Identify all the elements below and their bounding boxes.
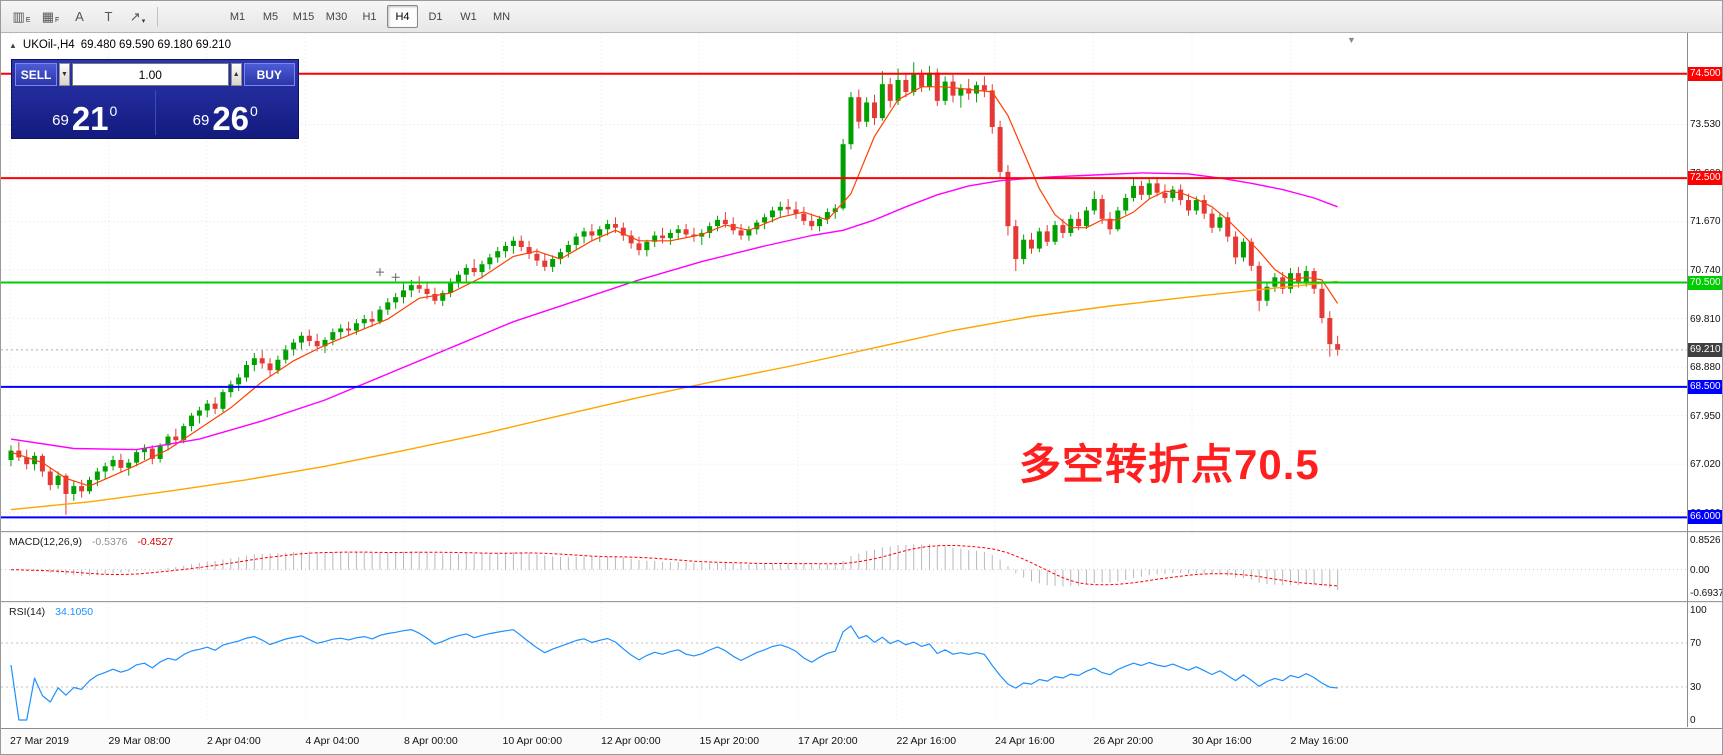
axis-label: 100 — [1690, 605, 1707, 616]
buy-price-prefix: 69 — [192, 112, 210, 129]
price-level-badge: 68.500 — [1688, 380, 1722, 394]
sell-price-big: 21 — [71, 99, 109, 137]
axis-label: 0 — [1690, 715, 1696, 726]
axis-label: 70 — [1690, 638, 1702, 649]
rsi-chart[interactable] — [1, 603, 1723, 727]
buy-price-sup: 0 — [250, 103, 258, 119]
price-level-badge: 66.000 — [1688, 510, 1722, 524]
price-axis: 73.53072.60071.67070.74069.81068.88067.9… — [1688, 1, 1723, 754]
timeframe-mn[interactable]: MN — [492, 10, 511, 23]
time-axis-label: 22 Apr 16:00 — [896, 735, 957, 747]
chart-shift-icon[interactable]: ▼ — [1347, 35, 1356, 45]
sell-price-prefix: 69 — [52, 112, 69, 129]
price-level-badge: 74.500 — [1688, 67, 1722, 81]
timeframe-w1[interactable]: W1 — [460, 10, 477, 23]
panel-separator[interactable] — [1, 601, 1722, 603]
timeframe-buttons: M1 M5 M15 M30 H1 H4 D1 W1 MN — [221, 5, 518, 28]
axis-label: 71.670 — [1690, 216, 1721, 227]
chart-window[interactable]: ▲ UKOil-,H4 69.480 69.590 69.180 69.210 … — [1, 33, 1723, 531]
price-level-badge: 70.500 — [1688, 276, 1722, 290]
toolbar-separator — [157, 6, 158, 27]
buy-button[interactable]: BUY — [243, 63, 295, 86]
chart-symbol-period: UKOil-,H4 — [22, 39, 75, 51]
price-divider — [154, 90, 156, 135]
axis-label: -0.6937 — [1690, 588, 1723, 599]
sell-button[interactable]: SELL — [15, 63, 58, 86]
toolbar: ▥ E ▦ F A T ↗ ▾ M1 M5 M15 M30 H1 H4 D1 W1 MN — [1, 1, 1722, 33]
volume-down-icon[interactable]: ▼ — [59, 63, 70, 86]
time-axis-label: 26 Apr 20:00 — [1093, 735, 1154, 747]
axis-label: 68.880 — [1690, 362, 1721, 373]
chart-annotation-text: 多空转折点70.5 — [1019, 441, 1320, 488]
timeframe-m5[interactable]: M5 — [262, 10, 279, 23]
macd-panel: MACD(12,26,9) -0.5376 -0.4527 — [1, 533, 1723, 601]
axis-label: 67.020 — [1690, 459, 1721, 470]
sell-price-sup: 0 — [109, 103, 118, 119]
axis-label: 30 — [1690, 682, 1702, 693]
one-click-collapse-icon[interactable]: ▲ — [9, 40, 17, 50]
axis-label: 0.8526 — [1690, 535, 1721, 546]
macd-name: MACD(12,26,9) — [9, 536, 82, 548]
macd-chart[interactable] — [1, 533, 1723, 601]
chart-ohlc-values: 69.480 69.590 69.180 69.210 — [80, 39, 231, 51]
timeframe-m1[interactable]: M1 — [229, 10, 246, 23]
axis-label: 73.530 — [1690, 119, 1721, 130]
rsi-label: RSI(14) 34.1050 — [9, 606, 93, 618]
text-frame-icon[interactable]: T — [104, 9, 113, 24]
rsi-value: 34.1050 — [55, 606, 94, 618]
macd-signal-value: -0.4527 — [137, 536, 174, 548]
sell-price-display[interactable]: 69 21 0 — [15, 88, 155, 137]
timeframe-m15[interactable]: M15 — [292, 10, 315, 23]
buy-price-big: 26 — [212, 99, 250, 137]
time-axis-label: 17 Apr 20:00 — [798, 735, 858, 747]
price-axis-border — [1687, 33, 1688, 727]
axis-label: 69.810 — [1690, 314, 1721, 325]
macd-label: MACD(12,26,9) -0.5376 -0.4527 — [9, 536, 173, 548]
time-axis-label: 10 Apr 00:00 — [502, 735, 563, 747]
time-axis-label: 2 May 16:00 — [1290, 735, 1349, 747]
toolbar-icons: ▥ E ▦ F A T ↗ ▾ — [7, 5, 152, 28]
one-click-trading-panel: SELL ▼ ▲ BUY 69 21 0 69 26 0 — [11, 59, 299, 139]
chart-template-icon[interactable]: ▥ E — [12, 8, 31, 25]
grid-icon[interactable]: ▦ F — [41, 8, 60, 25]
text-label-icon[interactable]: A — [75, 9, 84, 24]
time-axis-label: 30 Apr 16:00 — [1192, 735, 1252, 747]
time-axis-label: 2 Apr 04:00 — [207, 735, 261, 747]
time-axis-label: 8 Apr 00:00 — [404, 735, 458, 747]
chart-title: ▲ UKOil-,H4 69.480 69.590 69.180 69.210 — [9, 39, 231, 51]
time-axis: 27 Mar 2019 29 Mar 08:00 2 Apr 04:00 4 Apr … — [1, 728, 1722, 754]
drawing-tools-icon[interactable]: ↗ ▾ — [129, 8, 146, 25]
time-axis-label: 29 Mar 08:00 — [108, 735, 171, 747]
axis-label: 67.950 — [1690, 411, 1721, 422]
buy-price-display[interactable]: 69 26 0 — [156, 88, 296, 137]
timeframe-m30[interactable]: M30 — [325, 10, 348, 23]
axis-label: 70.740 — [1690, 265, 1721, 276]
time-axis-label: 27 Mar 2019 — [10, 735, 69, 747]
volume-up-icon[interactable]: ▲ — [230, 63, 242, 86]
time-axis-label: 12 Apr 00:00 — [601, 735, 661, 747]
candlestick-chart[interactable] — [1, 33, 1723, 531]
one-click-top-row: SELL ▼ ▲ BUY — [15, 63, 295, 86]
price-level-badge: 69.210 — [1688, 343, 1722, 357]
rsi-panel: RSI(14) 34.1050 — [1, 603, 1723, 727]
time-axis-label: 24 Apr 16:00 — [995, 735, 1055, 747]
price-level-badge: 72.500 — [1688, 171, 1722, 185]
timeframe-h4[interactable]: H4 — [387, 5, 418, 28]
one-click-price-row: 69 21 0 69 26 0 — [15, 88, 295, 137]
panel-separator[interactable] — [1, 531, 1722, 533]
rsi-name: RSI(14) — [9, 606, 46, 618]
volume-input[interactable] — [71, 63, 229, 86]
axis-label: 0.00 — [1690, 565, 1710, 576]
timeframe-h1[interactable]: H1 — [362, 10, 377, 23]
timeframe-d1[interactable]: D1 — [428, 10, 443, 23]
macd-main-value: -0.5376 — [91, 536, 128, 548]
time-axis-label: 4 Apr 04:00 — [305, 735, 360, 747]
time-axis-label: 15 Apr 20:00 — [699, 735, 760, 747]
